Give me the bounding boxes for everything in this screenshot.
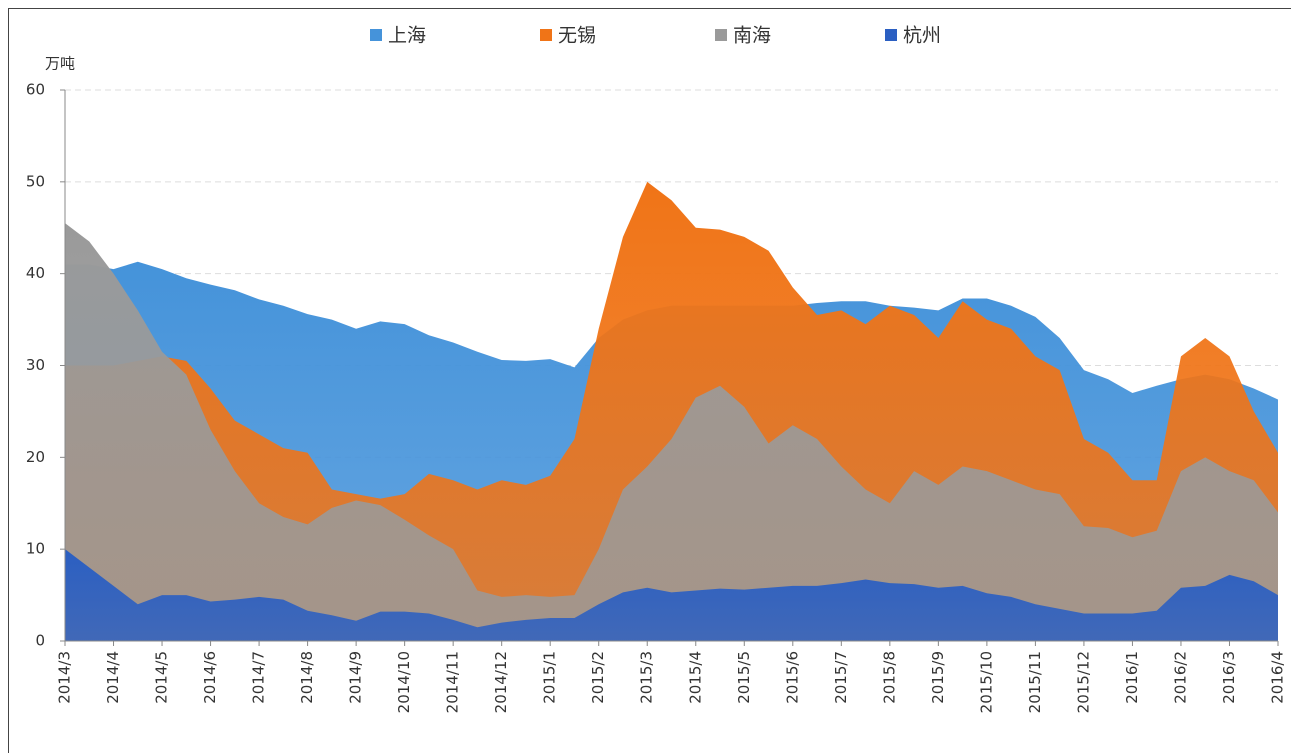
y-tick-label: 40 — [26, 264, 45, 282]
legend-label: 上海 — [388, 25, 426, 47]
x-tick-label: 2014/12 — [492, 651, 510, 713]
y-tick-label: 50 — [26, 172, 45, 190]
x-tick-label: 2016/2 — [1171, 651, 1189, 704]
legend-label: 无锡 — [558, 25, 596, 47]
y-tick-label: 0 — [35, 632, 45, 650]
x-tick-label: 2014/3 — [56, 651, 74, 704]
x-tick-label: 2015/10 — [977, 651, 995, 713]
y-axis-label: 万吨 — [45, 55, 75, 73]
x-tick-label: 2015/1 — [541, 651, 559, 704]
x-tick-label: 2015/3 — [638, 651, 656, 704]
legend-swatch — [370, 29, 382, 41]
x-tick-label: 2015/12 — [1074, 651, 1092, 713]
x-tick-label: 2014/6 — [201, 651, 219, 704]
legend-swatch — [540, 29, 552, 41]
legend-swatch — [715, 29, 727, 41]
area — [65, 549, 1278, 641]
y-tick-label: 10 — [26, 540, 45, 558]
x-tick-label: 2016/4 — [1269, 651, 1287, 704]
y-tick-label: 20 — [26, 448, 45, 466]
legend-swatch — [885, 29, 897, 41]
frame — [8, 8, 1291, 753]
x-tick-label: 2015/4 — [686, 651, 704, 704]
area — [65, 223, 1278, 642]
x-tick-label: 2015/11 — [1026, 651, 1044, 713]
x-tick-label: 2014/8 — [298, 651, 316, 704]
x-tick-label: 2015/9 — [929, 651, 947, 704]
x-tick-label: 2016/3 — [1220, 651, 1238, 704]
x-tick-label: 2014/5 — [153, 651, 171, 704]
legend-label: 南海 — [733, 25, 771, 47]
x-tick-label: 2014/11 — [444, 651, 462, 713]
x-tick-label: 2015/8 — [880, 651, 898, 704]
x-tick-label: 2015/7 — [832, 651, 850, 704]
x-tick-label: 2015/5 — [735, 651, 753, 704]
x-tick-label: 2014/7 — [250, 651, 268, 704]
x-tick-label: 2015/6 — [783, 651, 801, 704]
x-tick-label: 2015/2 — [589, 651, 607, 704]
x-tick-label: 2014/9 — [347, 651, 365, 704]
x-tick-label: 2016/1 — [1123, 651, 1141, 704]
x-tick-label: 2014/10 — [395, 651, 413, 713]
y-tick-label: 30 — [26, 356, 45, 374]
x-tick-label: 2014/4 — [104, 651, 122, 704]
y-tick-label: 60 — [26, 81, 45, 99]
legend-label: 杭州 — [903, 25, 941, 47]
